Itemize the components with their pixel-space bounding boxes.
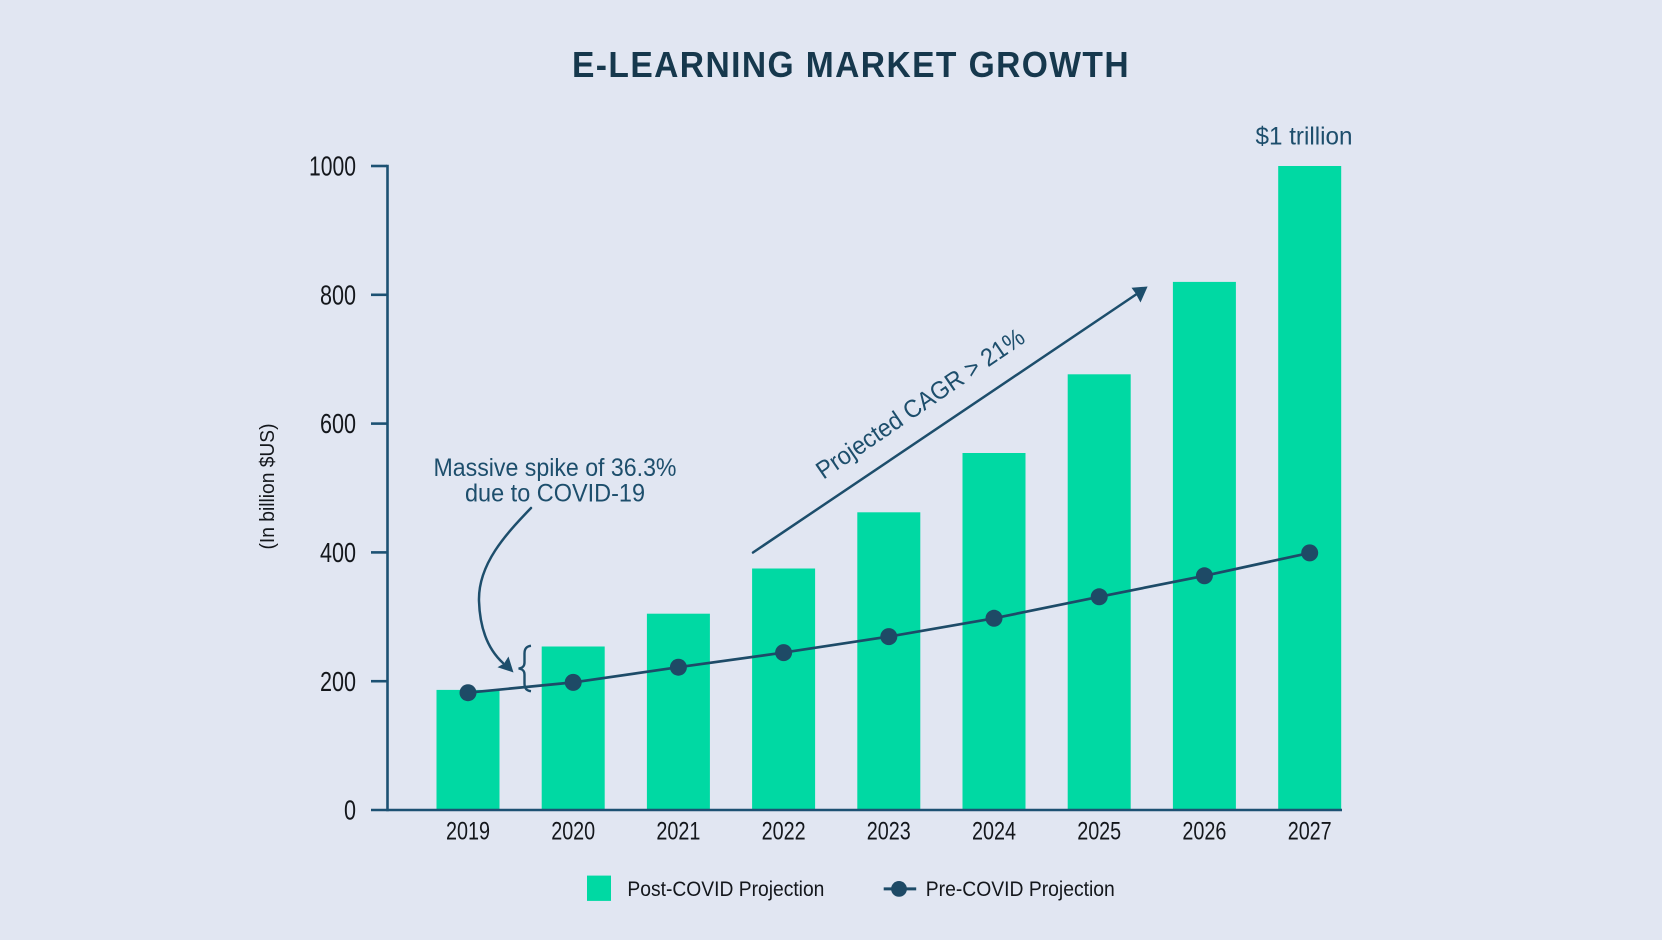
svg-text:0: 0 (344, 795, 356, 826)
svg-text:400: 400 (320, 537, 356, 568)
svg-text:1000: 1000 (309, 151, 356, 182)
svg-text:2023: 2023 (867, 818, 911, 846)
svg-text:due to COVID-19: due to COVID-19 (465, 480, 645, 508)
svg-text:Massive spike of 36.3%: Massive spike of 36.3% (434, 454, 677, 482)
svg-text:600: 600 (320, 408, 356, 439)
svg-text:2020: 2020 (551, 818, 595, 846)
svg-text:2026: 2026 (1182, 818, 1226, 846)
svg-text:E-LEARNING MARKET GROWTH: E-LEARNING MARKET GROWTH (572, 44, 1130, 85)
svg-text:200: 200 (320, 666, 356, 697)
svg-text:2019: 2019 (446, 818, 490, 846)
svg-text:2027: 2027 (1288, 818, 1332, 846)
svg-text:2025: 2025 (1077, 818, 1121, 846)
svg-text:Pre-COVID Projection: Pre-COVID Projection (926, 877, 1115, 901)
svg-text:$1 trillion: $1 trillion (1256, 123, 1353, 151)
svg-text:Post-COVID Projection: Post-COVID Projection (627, 877, 824, 901)
svg-text:2024: 2024 (972, 818, 1016, 846)
svg-text:(In billion $US): (In billion $US) (257, 424, 279, 550)
svg-text:2021: 2021 (656, 818, 700, 846)
svg-text:2022: 2022 (762, 818, 806, 846)
svg-text:800: 800 (320, 279, 356, 310)
